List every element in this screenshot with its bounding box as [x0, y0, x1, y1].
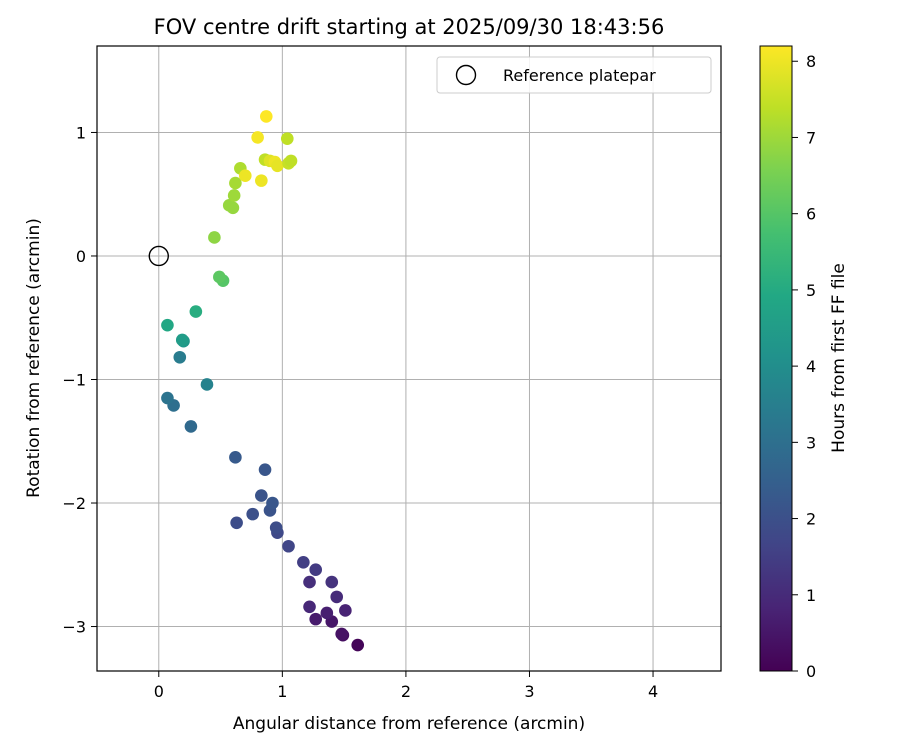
- scatter-point: [271, 159, 284, 173]
- scatter-point: [330, 590, 344, 604]
- scatter-point: [266, 496, 279, 510]
- colorbar-tick-label: 2: [806, 510, 816, 529]
- y-axis-label: Rotation from reference (arcmin): [24, 218, 44, 498]
- scatter-point: [222, 199, 236, 212]
- scatter-point: [173, 350, 187, 364]
- chart-title: FOV centre drift starting at 2025/09/30 …: [154, 15, 665, 39]
- scatter-point: [309, 563, 323, 577]
- legend: Reference platepar: [436, 56, 712, 94]
- x-axis-label: Angular distance from reference (arcmin): [233, 714, 585, 734]
- colorbar-tick-label: 3: [806, 433, 816, 452]
- colorbar-tick-label: 0: [806, 662, 816, 681]
- scatter-point: [280, 132, 294, 145]
- x-tick-label: 3: [524, 682, 534, 701]
- colorbar-ticks: 0 1 2 3 4 5 6 7 8: [792, 52, 816, 681]
- legend-marker-icon: [455, 64, 477, 86]
- scatter-point: [227, 189, 241, 202]
- scatter-point: [259, 110, 273, 123]
- colorbar-tick-label: 1: [806, 586, 816, 605]
- colorbar-tick-label: 7: [806, 128, 816, 147]
- y-tick-label: 0: [76, 247, 86, 266]
- scatter-point: [284, 154, 298, 168]
- data-points: [161, 110, 365, 652]
- scatter-point: [339, 604, 352, 617]
- scatter-point: [335, 627, 348, 641]
- x-axis-ticks: 0 1 2 3 4: [154, 671, 658, 701]
- scatter-point: [200, 378, 214, 391]
- scatter-point: [230, 516, 243, 530]
- reference-marker-group: [148, 245, 169, 267]
- y-tick-label: 1: [76, 123, 86, 142]
- colorbar-label: Hours from first FF file: [829, 263, 849, 453]
- x-tick-label: 4: [648, 682, 658, 701]
- scatter-point: [309, 612, 323, 626]
- scatter-point: [184, 420, 198, 433]
- reference-platepar-marker: [148, 245, 169, 267]
- x-tick-label: 1: [277, 682, 287, 701]
- scatter-point: [251, 131, 264, 144]
- scatter-point: [246, 507, 259, 521]
- scatter-point: [320, 606, 334, 620]
- scatter-point: [161, 318, 174, 332]
- legend-label: Reference platepar: [503, 66, 656, 85]
- scatter-point: [351, 638, 365, 652]
- scatter-point: [325, 575, 339, 589]
- scatter-point: [238, 169, 252, 182]
- scatter-point: [189, 305, 203, 318]
- colorbar-gradient: [759, 45, 793, 672]
- scatter-point: [175, 333, 189, 347]
- plot-area: [97, 46, 721, 671]
- scatter-point: [269, 521, 283, 535]
- y-tick-label: −2: [62, 494, 86, 513]
- y-tick-label: −3: [62, 618, 86, 637]
- colorbar-tick-label: 8: [806, 52, 816, 71]
- plot-frame: [96, 45, 722, 672]
- scatter-point: [303, 575, 316, 589]
- scatter-point: [208, 231, 221, 244]
- colorbar-tick-label: 5: [806, 281, 816, 300]
- scatter-point: [229, 176, 242, 190]
- x-tick-label: 2: [401, 682, 411, 701]
- scatter-point: [213, 270, 226, 284]
- colorbar-tick-label: 4: [806, 357, 816, 376]
- legend-box: [436, 56, 712, 94]
- grid-lines: [97, 46, 721, 671]
- scatter-point: [255, 489, 268, 502]
- scatter-point: [161, 391, 174, 405]
- x-tick-label: 0: [154, 682, 164, 701]
- colorbar: 0 1 2 3 4 5 6 7 8 Hours from first FF file: [759, 45, 849, 681]
- scatter-point: [255, 174, 268, 187]
- scatter-point: [297, 556, 310, 569]
- colorbar-tick-label: 6: [806, 205, 816, 224]
- y-axis-ticks: −3 −2 −1 0 1: [62, 123, 97, 637]
- scatter-point: [282, 539, 295, 553]
- scatter-point: [258, 463, 272, 476]
- scatter-point: [229, 451, 242, 464]
- y-tick-label: −1: [62, 370, 86, 389]
- scatter-point: [303, 600, 316, 614]
